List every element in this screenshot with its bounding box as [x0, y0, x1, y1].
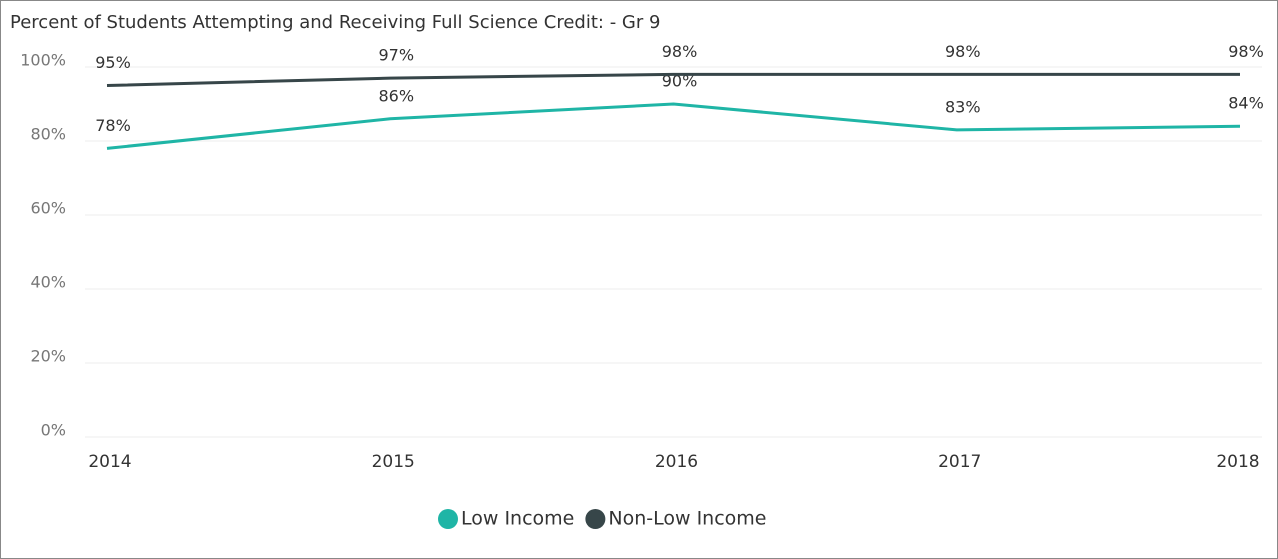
data-label: 98% [1228, 42, 1264, 61]
y-tick-label: 0% [41, 421, 66, 440]
y-tick-label: 20% [30, 347, 66, 366]
series-line [106, 102, 1241, 150]
x-tick-label: 2015 [372, 452, 415, 472]
y-tick-label: 40% [30, 273, 66, 292]
data-label: 90% [662, 72, 698, 91]
series-line [106, 72, 1240, 87]
y-tick-label: 60% [30, 199, 66, 218]
data-label: 78% [95, 116, 131, 135]
y-tick-label: 80% [30, 125, 66, 144]
legend-label: Low Income [461, 508, 574, 530]
chart-title: Percent of Students Attempting and Recei… [10, 12, 660, 33]
x-tick-label: 2018 [1216, 452, 1259, 472]
data-label: 84% [1228, 94, 1264, 113]
data-label: 83% [945, 97, 981, 116]
data-label: 95% [95, 53, 131, 72]
legend-marker [438, 509, 458, 529]
data-label: 86% [378, 86, 414, 105]
y-tick-label: 100% [20, 51, 66, 70]
x-tick-label: 2016 [655, 452, 698, 472]
legend-marker [585, 509, 606, 529]
data-label: 98% [662, 42, 698, 61]
x-tick-label: 2017 [938, 452, 981, 472]
legend-label: Non-Low Income [608, 508, 766, 530]
x-tick-label: 2014 [88, 452, 131, 472]
data-label: 97% [378, 46, 414, 65]
data-label: 98% [945, 42, 981, 61]
